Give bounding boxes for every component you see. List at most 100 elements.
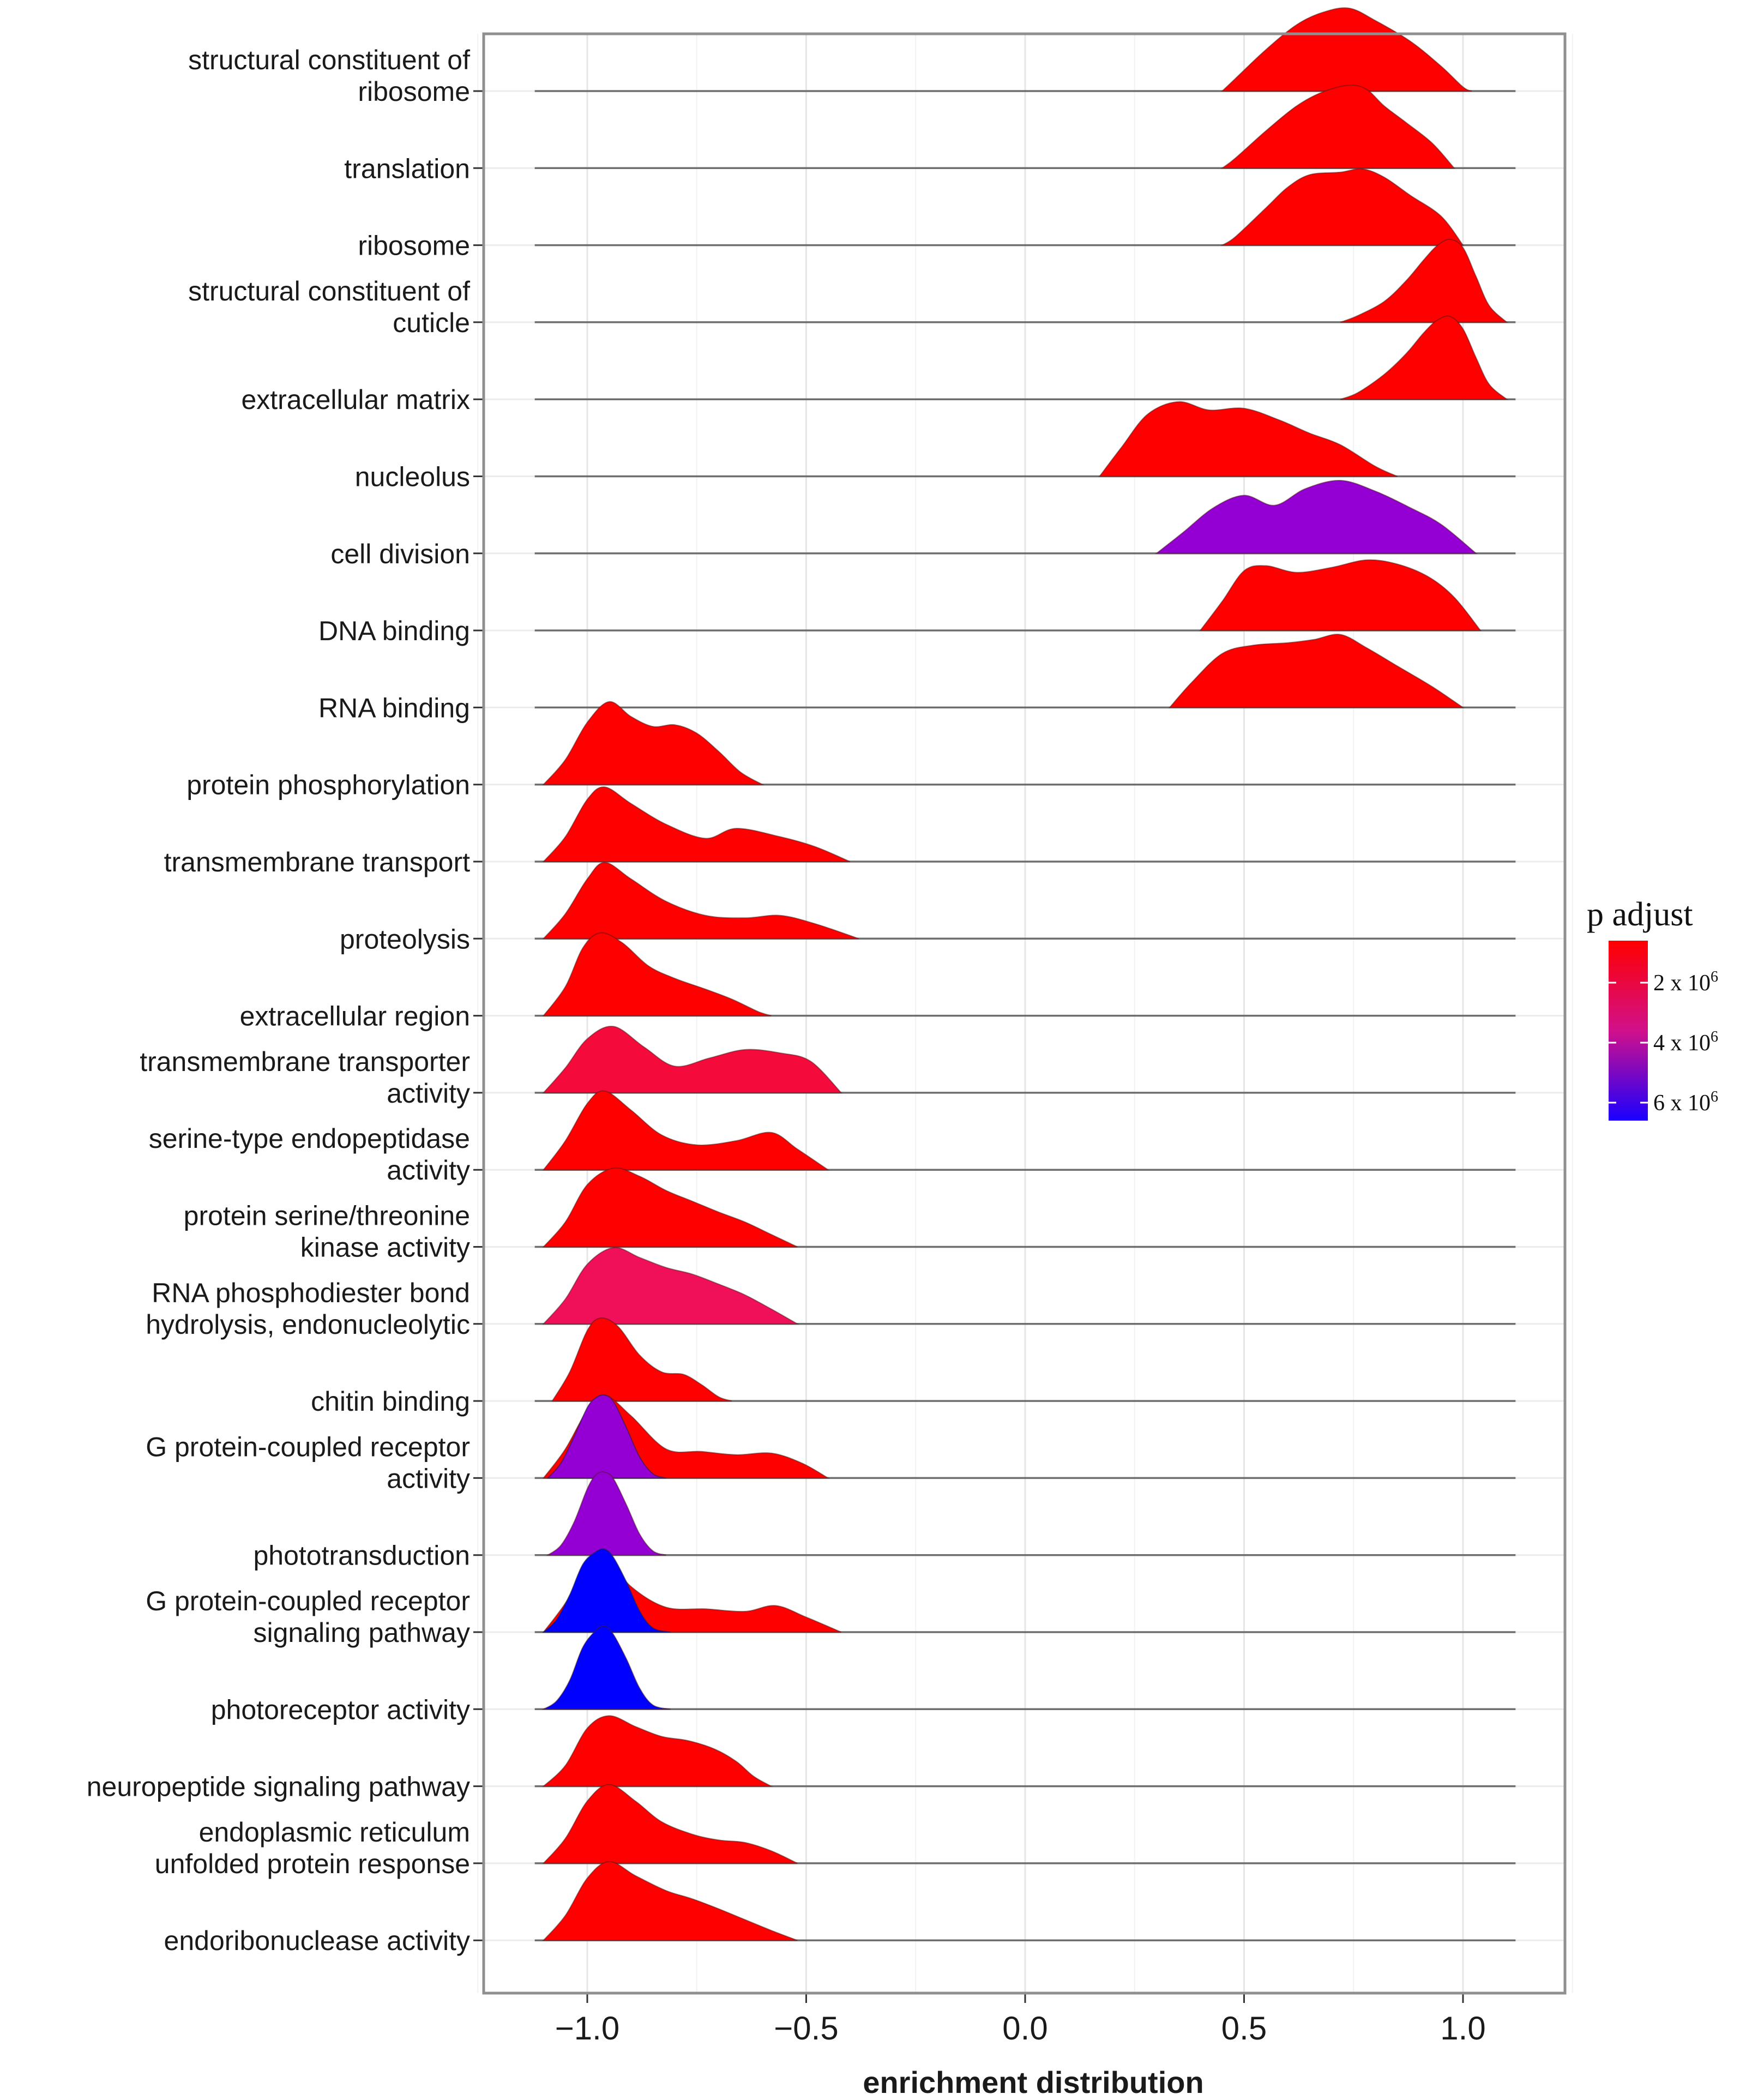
- ridge-extracellular-matrix: [534, 315, 1516, 400]
- density-overlay-g-protein-coupled-receptor-signaling-pathway: [542, 1548, 671, 1633]
- ridge-endoribonuclease-activity: [534, 1861, 1516, 1941]
- ridge-rna-binding: [534, 634, 1516, 709]
- ridge-transmembrane-transporter-activity: [534, 1026, 1516, 1094]
- ridge-extracellular-region: [534, 932, 1516, 1017]
- legend-exponent: 6: [1711, 968, 1718, 985]
- category-labels: structural constituent ofribosometransla…: [87, 45, 484, 1956]
- category-label: endoplasmic reticulum: [199, 1817, 470, 1848]
- category-label: ribosome: [358, 76, 470, 107]
- density-ribosome: [1220, 168, 1465, 246]
- category-label: signaling pathway: [254, 1617, 471, 1648]
- density-serine-type-endopeptidase-activity: [542, 1090, 830, 1171]
- density-proteolysis: [542, 862, 859, 940]
- legend-colorbar: [1609, 941, 1648, 1121]
- category-label: G protein-coupled receptor: [146, 1431, 470, 1462]
- category-label: activity: [387, 1078, 470, 1109]
- legend-ticks: 2 x 106 4 x 106 6 x 106: [1609, 968, 1718, 1116]
- density-extracellular-region: [542, 932, 772, 1016]
- density-translation: [1220, 85, 1456, 169]
- ridge-protein-serine-threonine-kinase-activity: [534, 1167, 1516, 1248]
- category-label: neuropeptide signaling pathway: [87, 1772, 470, 1802]
- category-label: RNA binding: [318, 693, 470, 723]
- category-label: endoribonuclease activity: [164, 1925, 470, 1956]
- density-chitin-binding: [551, 1317, 732, 1402]
- density-protein-serine-threonine-kinase-activity: [542, 1167, 798, 1248]
- ridge-neuropeptide-signaling-pathway: [534, 1715, 1516, 1788]
- ridge-rna-phosphodiester-bond-hydrolysis-endonucleolytic: [534, 1247, 1516, 1325]
- legend-exponent: 6: [1711, 1028, 1718, 1045]
- density-extracellular-matrix: [1340, 315, 1509, 400]
- category-label: activity: [387, 1463, 470, 1494]
- category-label: proteolysis: [340, 924, 470, 954]
- ridge-phototransduction: [534, 1471, 1516, 1556]
- category-label: RNA phosphodiester bond: [152, 1278, 470, 1308]
- category-label: activity: [387, 1155, 470, 1186]
- category-label: ribosome: [358, 231, 470, 261]
- legend-exponent: 6: [1711, 1088, 1718, 1105]
- ridge-g-protein-coupled-receptor-activity: [534, 1394, 1516, 1479]
- ridge-serine-type-endopeptidase-activity: [534, 1090, 1516, 1171]
- category-label: DNA binding: [318, 616, 470, 646]
- ridge-proteolysis: [534, 862, 1516, 940]
- legend-tick-label: 4 x 106: [1653, 1028, 1718, 1056]
- density-structural-constituent-of-ribosome: [1220, 7, 1472, 92]
- category-label: nucleolus: [355, 462, 470, 492]
- category-label: G protein-coupled receptor: [146, 1586, 470, 1616]
- ridge-protein-phosphorylation: [534, 701, 1516, 786]
- ridge-translation: [534, 85, 1516, 170]
- category-label: transmembrane transport: [164, 847, 470, 877]
- density-cell-division: [1155, 479, 1478, 554]
- category-label: structural constituent of: [188, 45, 470, 75]
- category-label: cell division: [330, 539, 470, 569]
- density-rna-binding: [1168, 634, 1465, 708]
- category-label: unfolded protein response: [155, 1849, 470, 1879]
- category-label: phototransduction: [253, 1541, 470, 1571]
- category-label: transmembrane transporter: [140, 1046, 470, 1077]
- ridge-endoplasmic-reticulum-unfolded-protein-response: [534, 1784, 1516, 1864]
- category-label: chitin binding: [311, 1386, 470, 1417]
- ridge-structural-constituent-of-cuticle: [534, 238, 1516, 323]
- density-photoreceptor-activity: [541, 1625, 671, 1710]
- category-label: hydrolysis, endonucleolytic: [146, 1309, 470, 1340]
- x-tick-label: −0.5: [774, 2010, 838, 2047]
- category-label: extracellular matrix: [241, 384, 470, 415]
- ridge-transmembrane-transport: [534, 786, 1516, 863]
- legend: p adjust 2 x 106 4 x 106 6 x 106: [1587, 896, 1718, 1121]
- density-structural-constituent-of-cuticle: [1340, 238, 1508, 323]
- density-transmembrane-transporter-activity: [542, 1026, 843, 1093]
- ridge-dna-binding: [534, 559, 1516, 631]
- category-label: protein phosphorylation: [186, 770, 470, 801]
- x-tick-label: −1.0: [555, 2010, 619, 2047]
- legend-title: p adjust: [1587, 896, 1693, 933]
- x-tick-label: 0.5: [1221, 2010, 1267, 2047]
- density-protein-phosphorylation: [542, 701, 764, 785]
- density-neuropeptide-signaling-pathway: [542, 1715, 774, 1787]
- ridge-chitin-binding: [534, 1317, 1516, 1402]
- density-transmembrane-transport: [542, 786, 851, 862]
- density-endoribonuclease-activity: [542, 1861, 798, 1941]
- x-axis-ticks: −1.0 −0.5 0.0 0.5 1.0: [555, 1993, 1486, 2047]
- category-label: cuticle: [393, 308, 470, 338]
- ridge-g-protein-coupled-receptor-signaling-pathway: [534, 1548, 1516, 1633]
- category-label: structural constituent of: [188, 276, 470, 306]
- category-label: serine-type endopeptidase: [149, 1123, 470, 1154]
- category-label: translation: [344, 153, 470, 184]
- ridge-nucleolus: [534, 401, 1516, 478]
- plot-border: [482, 32, 1567, 1995]
- ridge-photoreceptor-activity: [534, 1625, 1516, 1711]
- x-tick-label: 1.0: [1440, 2010, 1485, 2047]
- ridges: [534, 7, 1516, 1941]
- density-dna-binding: [1199, 559, 1482, 631]
- density-phototransduction: [546, 1471, 666, 1556]
- density-rna-phosphodiester-bond-hydrolysis-endonucleolytic: [542, 1247, 800, 1325]
- density-endoplasmic-reticulum-unfolded-protein-response: [542, 1784, 798, 1864]
- x-tick-label: 0.0: [1002, 2010, 1047, 2047]
- density-nucleolus: [1098, 401, 1398, 477]
- legend-tick-label: 6 x 106: [1653, 1088, 1718, 1116]
- ridge-ribosome: [534, 168, 1516, 246]
- x-axis-title: enrichment distribution: [863, 2065, 1203, 2099]
- category-label: photoreceptor activity: [211, 1694, 470, 1725]
- ridge-cell-division: [534, 479, 1516, 555]
- density-overlay-g-protein-coupled-receptor-activity: [546, 1394, 666, 1479]
